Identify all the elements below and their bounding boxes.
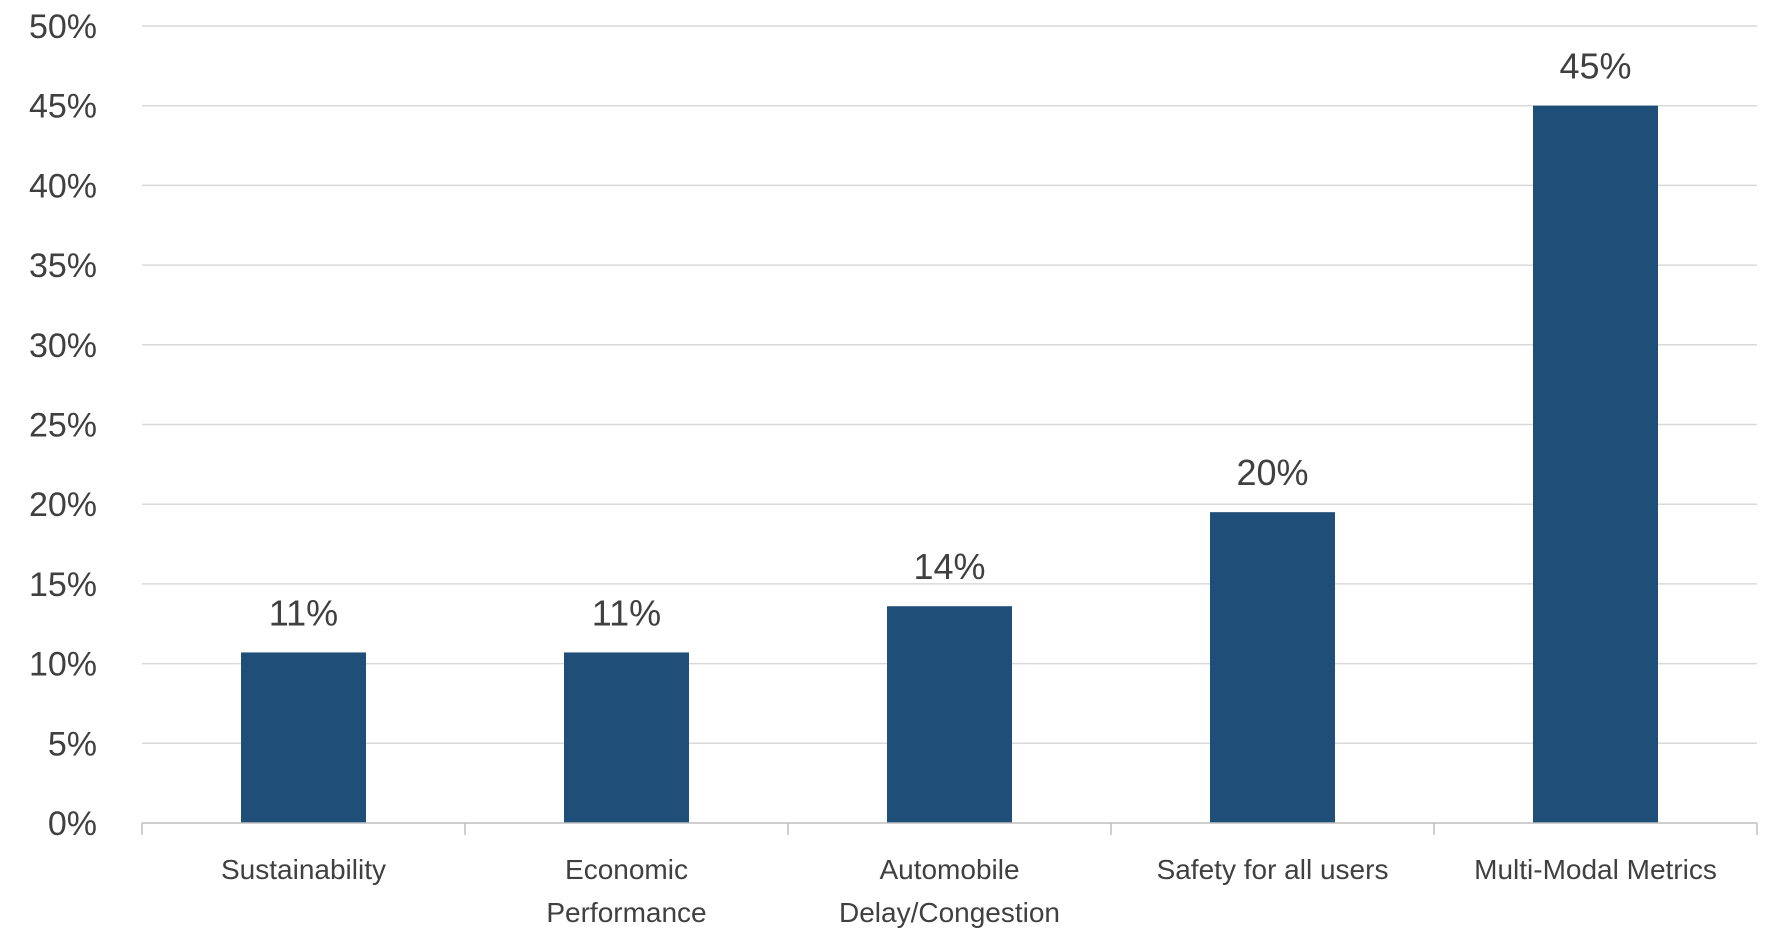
y-tick-label: 50% xyxy=(29,8,97,46)
bar xyxy=(564,652,689,823)
gridlines xyxy=(142,25,1757,745)
category-label-line: Performance xyxy=(546,897,706,928)
y-tick-label: 15% xyxy=(29,566,97,604)
category-label-line: Automobile xyxy=(879,854,1019,885)
y-tick-label: 45% xyxy=(29,88,97,126)
y-tick-label: 30% xyxy=(29,327,97,365)
x-axis xyxy=(141,822,1758,835)
category-label: Safety for all users xyxy=(1157,854,1389,885)
category-label: Economic Performance xyxy=(546,854,706,928)
data-label: 14% xyxy=(913,546,985,587)
bar xyxy=(1533,105,1658,823)
category-label-line: Safety for all users xyxy=(1157,854,1389,885)
bar xyxy=(1210,512,1335,823)
bar xyxy=(887,606,1012,823)
category-label: Automobile Delay/Congestion xyxy=(839,854,1060,928)
category-label-line: Economic xyxy=(565,854,688,885)
y-tick-label: 25% xyxy=(29,407,97,445)
category-label: Sustainability xyxy=(221,854,386,885)
y-tick-label: 0% xyxy=(48,805,97,843)
category-label: Multi-Modal Metrics xyxy=(1474,854,1717,885)
y-tick-label: 10% xyxy=(29,646,97,684)
y-tick-label: 20% xyxy=(29,486,97,524)
category-label-line: Delay/Congestion xyxy=(839,897,1060,928)
data-label: 11% xyxy=(269,592,338,633)
y-tick-label: 35% xyxy=(29,247,97,285)
bar xyxy=(241,652,366,823)
y-tick-label: 5% xyxy=(48,725,97,763)
category-label-line: Multi-Modal Metrics xyxy=(1474,854,1717,885)
data-label: 11% xyxy=(592,592,661,633)
data-labels: 11% 11% 14% 20% 45% xyxy=(269,46,1632,634)
data-label: 20% xyxy=(1236,452,1308,493)
y-tick-label: 40% xyxy=(29,167,97,205)
category-label-line: Sustainability xyxy=(221,854,386,885)
bars xyxy=(241,105,1658,823)
x-axis-tick-labels: Sustainability Economic Performance Automob… xyxy=(221,854,1717,928)
data-label: 45% xyxy=(1559,46,1631,87)
y-axis-tick-labels: 0% 5% 10% 15% 20% 25% 30% 35% 40% 45% 50% xyxy=(29,8,97,843)
